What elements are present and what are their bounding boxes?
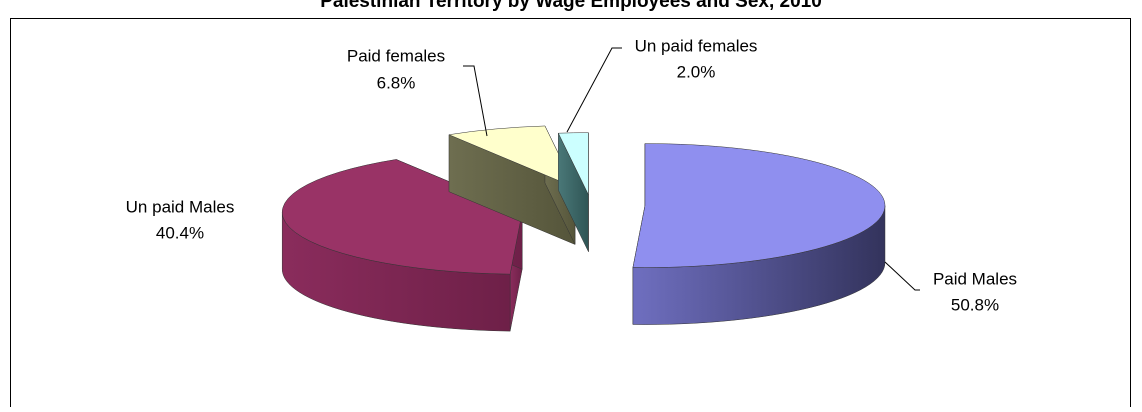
chart-title: Palestinian Territory by Wage Employees … <box>320 0 822 12</box>
slice <box>632 143 886 268</box>
slice-value: 50.8% <box>951 295 999 314</box>
leader-line <box>463 65 488 137</box>
slice-value: 2.0% <box>677 62 716 81</box>
leader-line <box>884 261 920 291</box>
slice-value: 40.4% <box>156 223 204 242</box>
slice-value: 6.8% <box>377 73 416 92</box>
slice <box>448 125 576 188</box>
slice <box>557 132 589 195</box>
slice-label: Un paid females <box>635 36 758 55</box>
slice-label: Paid females <box>347 46 445 65</box>
slice-label: Paid Males <box>933 269 1017 288</box>
pie <box>281 125 886 332</box>
leader-line <box>566 47 622 133</box>
slice-label: Un paid Males <box>126 197 235 216</box>
